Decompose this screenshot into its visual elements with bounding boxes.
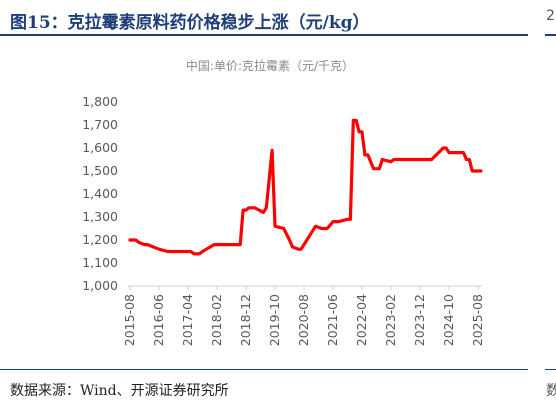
x-tick-label: 2021-06 [325, 294, 340, 346]
y-tick-label: 1,700 [82, 117, 118, 132]
y-tick-label: 1,000 [82, 278, 118, 293]
y-tick-label: 1,300 [82, 209, 118, 224]
x-tick-label: 2015-08 [122, 294, 137, 346]
x-tick-label: 2023-12 [412, 294, 427, 346]
x-tick-label: 2025-08 [470, 294, 485, 346]
x-tick-label: 2022-04 [354, 294, 369, 346]
y-tick-label: 1,600 [82, 140, 118, 155]
x-tick-label: 2016-06 [151, 294, 166, 346]
x-axis: 2015-08 2016-06 2017-04 2018-02 2018-12 2019-… [122, 286, 485, 346]
source-rule-fragment [545, 369, 556, 370]
x-tick-label: 2020-08 [296, 294, 311, 346]
y-tick-label: 1,800 [82, 94, 118, 109]
adjacent-page-fragment: 数 [546, 383, 556, 399]
x-tick-label: 2023-02 [383, 294, 398, 346]
x-tick-label: 2017-04 [180, 294, 195, 346]
series-line [128, 118, 483, 256]
source-rule [0, 369, 528, 370]
y-tick-label: 1,200 [82, 232, 118, 247]
adjacent-page-fragment: 2 [546, 8, 555, 24]
x-tick-label: 2018-02 [209, 294, 224, 346]
x-tick-label: 2019-10 [267, 294, 282, 346]
source-note: 数据来源：Wind、开源证券研究所 [10, 383, 229, 399]
figure-title: 图15：克拉霉素原料药价格稳步上涨（元/kg） [10, 13, 370, 33]
x-tick-label: 2024-10 [441, 294, 456, 346]
x-tick-label: 2018-12 [238, 294, 253, 346]
y-tick-label: 1,500 [82, 163, 118, 178]
y-tick-label: 1,400 [82, 186, 118, 201]
y-tick-label: 1,100 [82, 255, 118, 270]
title-rule-fragment [545, 34, 556, 36]
chart-title: 中国:单价:克拉霉素（元/千克） [186, 58, 354, 73]
title-rule [0, 34, 528, 36]
price-line-chart: 中国:单价:克拉霉素（元/千克） 1,000 1,100 1,200 1,300 1,4… [82, 58, 485, 346]
y-axis: 1,000 1,100 1,200 1,300 1,400 1,500 1,600 1,700… [82, 94, 118, 293]
series-group [128, 118, 483, 256]
